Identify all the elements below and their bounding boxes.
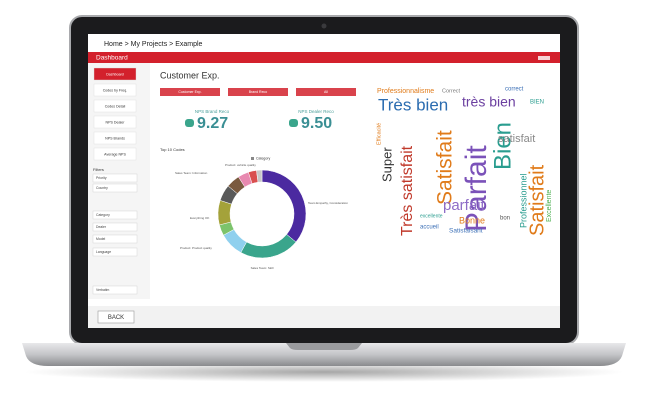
kpi-value: 9.50 <box>301 115 332 132</box>
footer <box>88 306 560 328</box>
filter-box[interactable] <box>92 247 138 257</box>
tab[interactable] <box>228 88 288 96</box>
word: Très bien <box>378 95 448 114</box>
kpi-icon <box>289 119 298 127</box>
word: parfait <box>443 197 486 214</box>
word: Excellente <box>546 190 553 222</box>
notch <box>286 343 362 350</box>
filter-box[interactable] <box>92 222 138 232</box>
kpi-icon <box>185 119 194 127</box>
nav-item[interactable] <box>93 147 137 161</box>
nav-label[interactable]: Dashboard <box>106 72 124 76</box>
nav-label[interactable]: NPS Dealer <box>106 120 126 124</box>
word: correct <box>505 87 524 93</box>
filter-label[interactable]: Verbatim <box>96 288 110 292</box>
nav-label[interactable]: NPS Brands <box>105 136 125 140</box>
nav-label[interactable]: Codes by Freq. <box>103 88 128 92</box>
nav-item[interactable] <box>93 131 137 145</box>
word: satisfait <box>498 133 535 145</box>
filter-box[interactable] <box>92 285 138 295</box>
tab-label[interactable]: All <box>324 90 328 94</box>
annotations: Product: vehicle quality Sales Team: Info… <box>175 163 348 270</box>
back-label[interactable]: BACK <box>108 315 124 321</box>
annotation: Sales Team: Information <box>175 171 208 175</box>
screen <box>88 34 560 328</box>
tab[interactable] <box>296 88 356 96</box>
word: Très satisfait <box>399 145 416 236</box>
filter-label[interactable]: Country <box>96 186 108 190</box>
sidebar-items: Dashboard Codes by Freq. Codes Detail NPS D… <box>92 67 138 295</box>
header-title: Dashboard <box>96 55 128 62</box>
nav-item[interactable] <box>93 67 137 81</box>
tab[interactable] <box>160 88 220 96</box>
kpi-label: NPS Brand Reco <box>195 109 230 114</box>
filter-box[interactable] <box>92 210 138 220</box>
word-cloud: Professionnalisme Correct correct Très b… <box>376 87 552 236</box>
filter-label[interactable]: Category <box>96 213 110 217</box>
word: bon <box>500 216 510 222</box>
word: Correct <box>442 88 461 94</box>
annotation: Everything OK <box>190 216 209 220</box>
tabs: Customer Exp. Brand Reco All <box>160 88 356 96</box>
word: Professionnel <box>518 173 528 228</box>
annotation: Product: vehicle quality <box>225 163 256 167</box>
word: Parfait <box>460 145 493 232</box>
laptop-base <box>22 343 626 366</box>
word: Bonne <box>459 215 485 225</box>
word: excellente <box>420 213 443 219</box>
filter-box[interactable] <box>92 234 138 244</box>
back-button[interactable] <box>97 310 135 324</box>
word: Satisfaisant <box>449 228 483 235</box>
chart-title: Top 10 Codes <box>160 147 185 152</box>
kpi-value: 9.27 <box>197 115 228 132</box>
filter-label[interactable]: Language <box>96 250 111 254</box>
legend-label: Category <box>256 156 270 160</box>
page-title: Customer Exp. <box>160 70 220 80</box>
word: Super <box>379 147 394 182</box>
word: Satisfait <box>526 164 548 236</box>
nav-label[interactable]: Average NPS <box>104 152 126 156</box>
word: BIEN <box>530 100 544 106</box>
filter-box[interactable] <box>92 173 138 183</box>
word: Professionnalisme <box>377 88 434 95</box>
filter-label[interactable]: Dealer <box>96 225 107 229</box>
word: Bien <box>489 122 516 170</box>
legend-swatch <box>251 157 254 160</box>
donut-chart <box>217 169 307 259</box>
nav-item[interactable] <box>93 115 137 129</box>
tab-label[interactable]: Customer Exp. <box>178 90 201 94</box>
donut-segment <box>217 200 232 226</box>
logo <box>538 56 550 60</box>
word: Efficacité <box>376 123 382 145</box>
word: très bien <box>462 94 516 110</box>
filters-title: Filters <box>93 167 104 172</box>
nav-item[interactable] <box>93 83 137 97</box>
donut-segment <box>256 169 263 183</box>
header-bar <box>88 52 560 63</box>
nav-label[interactable]: Codes Detail <box>105 104 126 108</box>
filter-box[interactable] <box>92 183 138 193</box>
annotation: Team Empathy, Consideration <box>308 201 348 205</box>
word: Satisfait <box>434 130 457 205</box>
breadcrumb: Home > My Projects > Example <box>104 41 203 48</box>
camera <box>321 23 327 29</box>
nav-item[interactable] <box>93 99 137 113</box>
annotation: Product: Product quality <box>180 246 212 250</box>
shadow <box>24 362 624 382</box>
annotation: Sales Team: Skill <box>251 266 274 270</box>
filter-label[interactable]: Priority <box>96 176 107 180</box>
word: accueil <box>420 225 439 231</box>
filter-label[interactable]: Model <box>96 237 105 241</box>
kpi-label: NPS Dealer Reco <box>298 109 334 114</box>
tab-label[interactable]: Brand Reco <box>249 90 268 94</box>
